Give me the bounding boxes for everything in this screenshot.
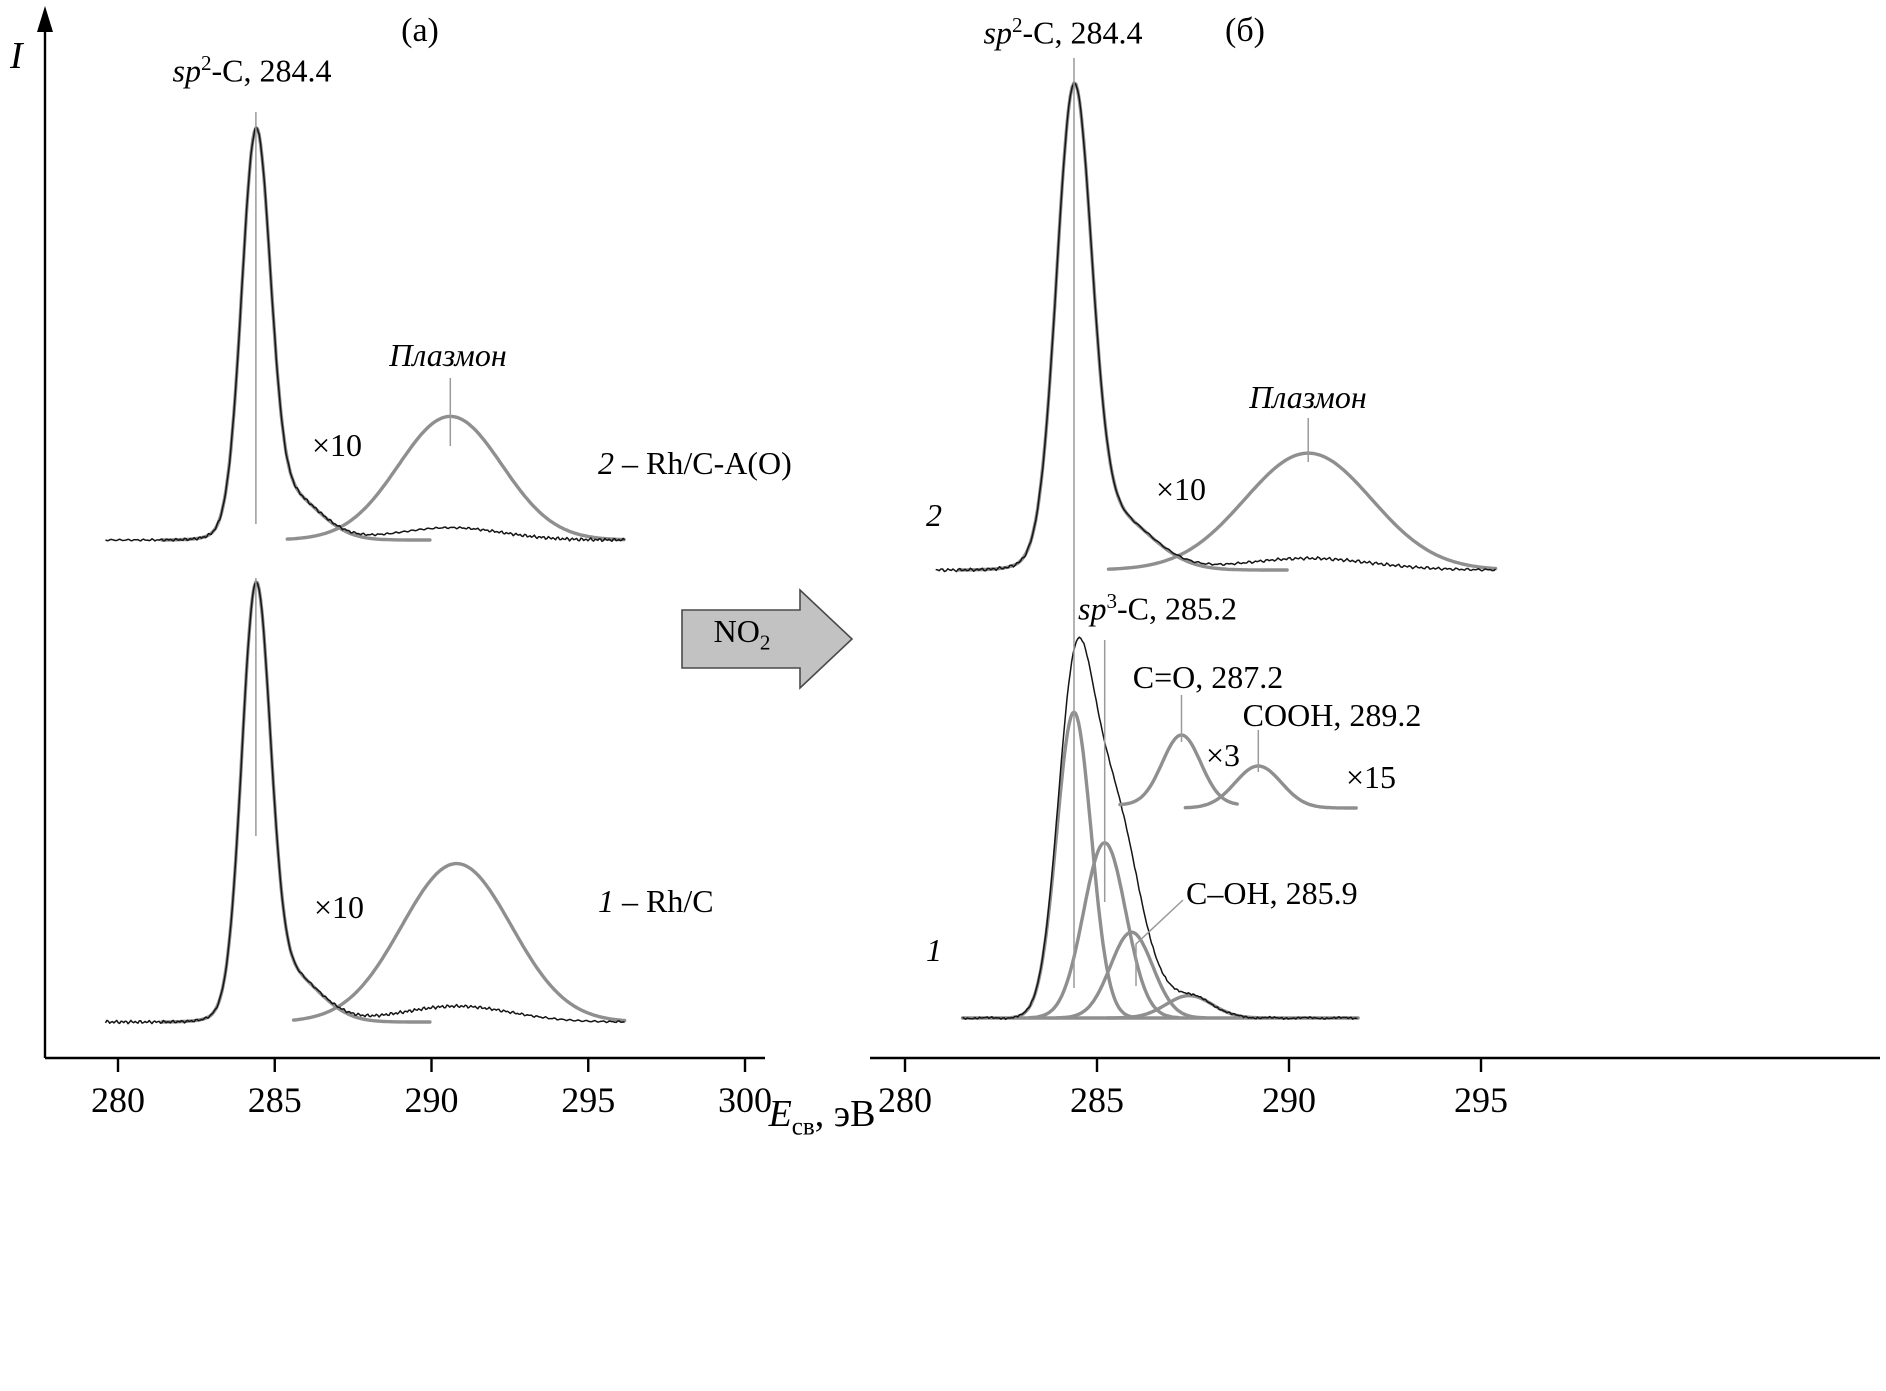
reaction-arrow [681,588,854,690]
x-axis-symbol: E [768,1093,792,1135]
b1-magnified-cooh-curve [1183,764,1358,810]
x-tick-label: 280 [878,1080,932,1120]
b1-magnified-c-o-curve [1118,733,1239,807]
b2-experimental-curve [935,82,1497,573]
sp2-a-sup: 2 [200,51,212,75]
legend-a1-text: – Rh/C [614,883,714,919]
y-axis-arrowhead [37,6,53,32]
sp2-b-sup: 2 [1011,13,1023,37]
legend-a2-number: 2 [598,445,614,481]
a1-plasmon-curve [291,861,627,1023]
x-tick-label: 290 [405,1080,459,1120]
spectrum-number-b1: 1 [926,932,942,968]
legend-a2-text: – Rh/C-A(O) [614,445,792,481]
x-axis-label: Eсв, эВ [768,1093,876,1141]
magnification-label-a2: ×10 [312,427,363,463]
magnification-label-cooh: ×15 [1346,759,1397,795]
b1-component-c-oh-curve [1054,930,1207,1020]
b2-fit-curve [957,81,1289,572]
magnification-label-b2: ×10 [1156,471,1207,507]
x-axis-subscript: св [791,1113,815,1141]
x-tick-label: 285 [1070,1080,1124,1120]
panel-a-title: (а) [401,12,439,49]
x-tick-label: 295 [561,1080,615,1120]
spectrum-number-b2: 2 [926,497,942,533]
b1-c-oh-connector-line [1135,899,1184,986]
sp3-italic: sp [1078,590,1107,627]
b2-plasmon-curve [1106,451,1498,571]
b1-component-sp3-c-curve [1027,841,1181,1020]
plasmon-label-b: Плазмон [1249,379,1367,415]
a1-experimental-curve [104,581,625,1025]
sp2-peak-label-a: sp2-C, 284.4 [172,51,332,89]
magnification-label-a1: ×10 [314,889,365,925]
a2-experimental-curve [105,126,626,543]
panel-b-title: (б) [1225,12,1265,49]
magnification-label-c-o: ×3 [1206,737,1241,773]
x-tick-label: 290 [1262,1080,1316,1120]
legend-a1-number: 1 [598,883,614,919]
sp2-a-italic: sp [172,52,201,89]
cooh-peak-label: COOH, 289.2 [1242,697,1422,733]
sp2-b-italic: sp [983,14,1012,51]
sp2-peak-label-b: sp2-C, 284.4 [983,13,1143,51]
sp3-rest: -C, 285.2 [1117,590,1238,627]
x-tick-label: 285 [248,1080,302,1120]
x-tick-label: 280 [91,1080,145,1120]
a2-plasmon-curve [285,414,626,542]
x-tick-label: 295 [1454,1080,1508,1120]
no2-sub: 2 [759,630,771,655]
c-oh-peak-label: C–OH, 285.9 [1186,875,1358,911]
c-o-peak-label: C=O, 287.2 [1132,659,1284,695]
b1-envelope-curve [962,636,1358,1021]
y-axis-label: I [10,35,23,77]
legend-a1: 1 – Rh/C [598,883,714,919]
sp3-peak-label: sp3-C, 285.2 [1078,589,1238,627]
sp3-sup: 3 [1106,589,1118,613]
sp2-a-rest: -C, 284.4 [211,52,332,89]
sp2-b-rest: -C, 284.4 [1022,14,1143,51]
plasmon-label-a: Плазмон [389,337,507,373]
reaction-arrow-label: NO2 [713,613,771,655]
x-tick-label: 300 [718,1080,772,1120]
x-axis-units: , эВ [814,1093,876,1135]
legend-a2: 2 – Rh/C-A(O) [598,445,792,481]
no2-text: NO [713,613,760,649]
a1-fit-curve [160,580,432,1024]
